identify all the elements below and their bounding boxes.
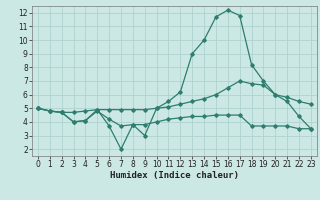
X-axis label: Humidex (Indice chaleur): Humidex (Indice chaleur) (110, 171, 239, 180)
